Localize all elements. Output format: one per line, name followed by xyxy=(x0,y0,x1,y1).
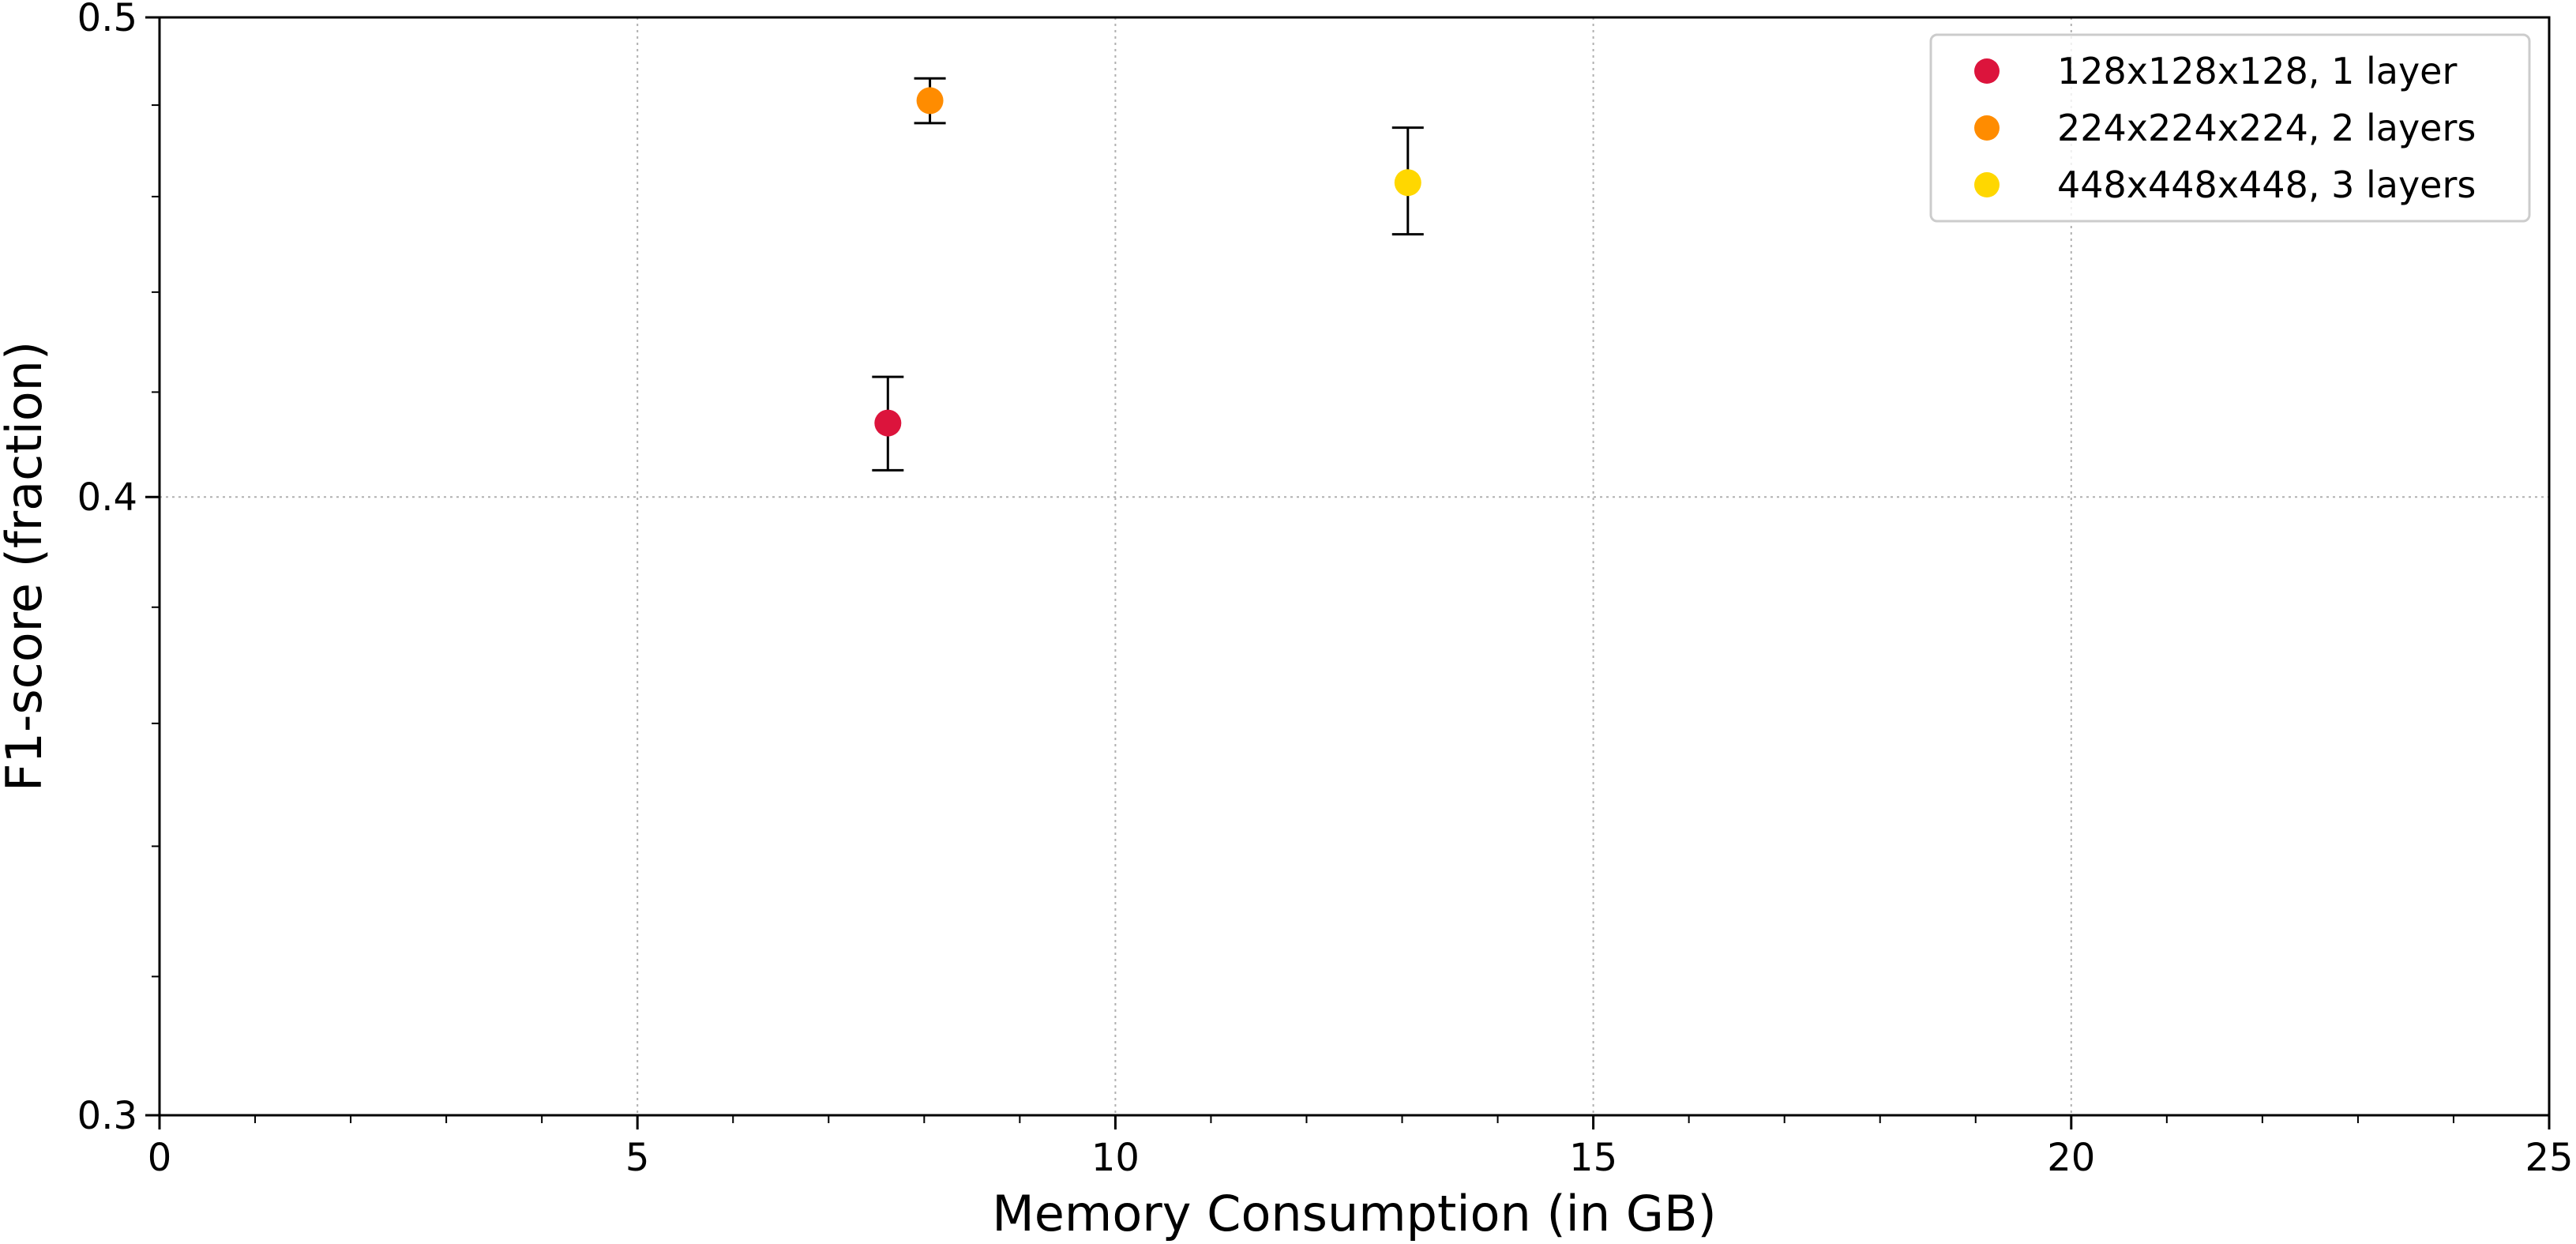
y-tick-label: 0.5 xyxy=(77,0,137,40)
legend-marker xyxy=(1974,58,2000,84)
legend-label: 448x448x448, 3 layers xyxy=(2057,163,2476,206)
y-tick-label: 0.3 xyxy=(77,1094,137,1138)
legend-label: 128x128x128, 1 layer xyxy=(2057,50,2457,92)
data-point xyxy=(1394,169,1421,197)
legend: 128x128x128, 1 layer 224x224x224, 2 layer… xyxy=(1929,33,2531,223)
x-tick-label: 5 xyxy=(625,1136,650,1180)
minor-ticks xyxy=(152,104,2454,1123)
x-tick-label: 15 xyxy=(1569,1136,1617,1180)
x-tick-label: 0 xyxy=(148,1136,172,1180)
data-point xyxy=(874,409,902,437)
data-point xyxy=(916,87,944,115)
x-tick-label: 10 xyxy=(1091,1136,1140,1180)
x-tick-label: 20 xyxy=(2047,1136,2095,1180)
grid-lines xyxy=(160,17,2549,1115)
tick-labels: 0 5 10 15 20 25 0.3 0.4 0.5 xyxy=(77,0,2574,1180)
x-tick-label: 25 xyxy=(2525,1136,2573,1180)
legend-box xyxy=(1929,33,2531,223)
data-points xyxy=(874,87,1421,437)
legend-label: 224x224x224, 2 layers xyxy=(2057,107,2476,149)
x-axis-title: Memory Consumption (in GB) xyxy=(992,1185,1716,1242)
major-ticks xyxy=(145,16,2551,1129)
error-bars xyxy=(872,77,1424,472)
legend-marker xyxy=(1974,115,2000,141)
y-axis-title: F1-score (fraction) xyxy=(0,341,53,791)
y-tick-label: 0.4 xyxy=(77,475,137,520)
plot-frame xyxy=(158,16,2551,1117)
legend-marker xyxy=(1974,172,2000,197)
